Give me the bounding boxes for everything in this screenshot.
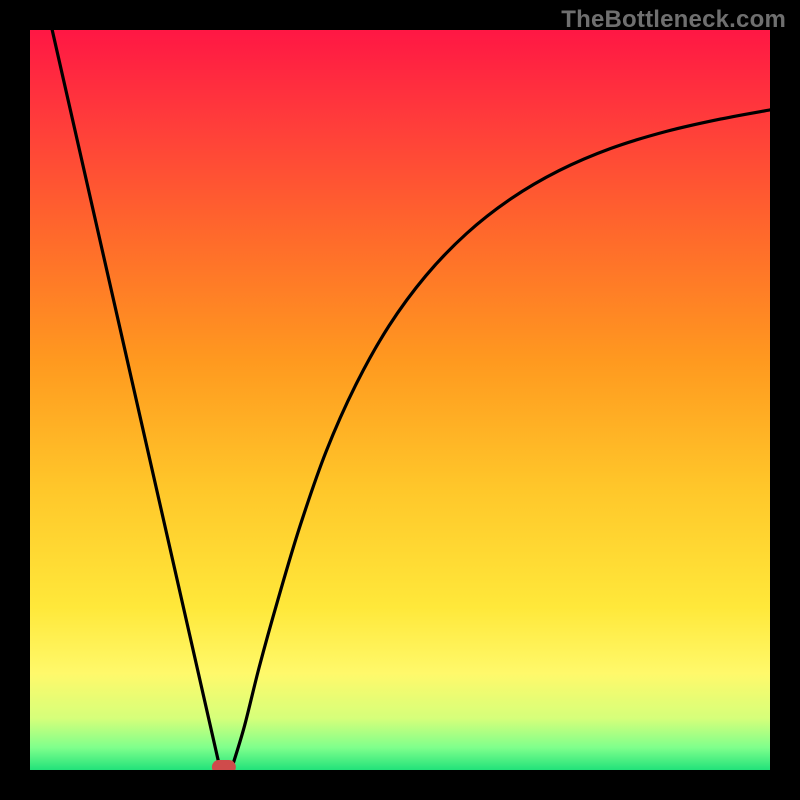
plot-area [30, 30, 770, 770]
trough-marker [212, 760, 236, 770]
plot-svg [30, 30, 770, 770]
chart-stage: TheBottleneck.com [0, 0, 800, 800]
gradient-background [30, 30, 770, 770]
watermark-text: TheBottleneck.com [561, 6, 786, 34]
